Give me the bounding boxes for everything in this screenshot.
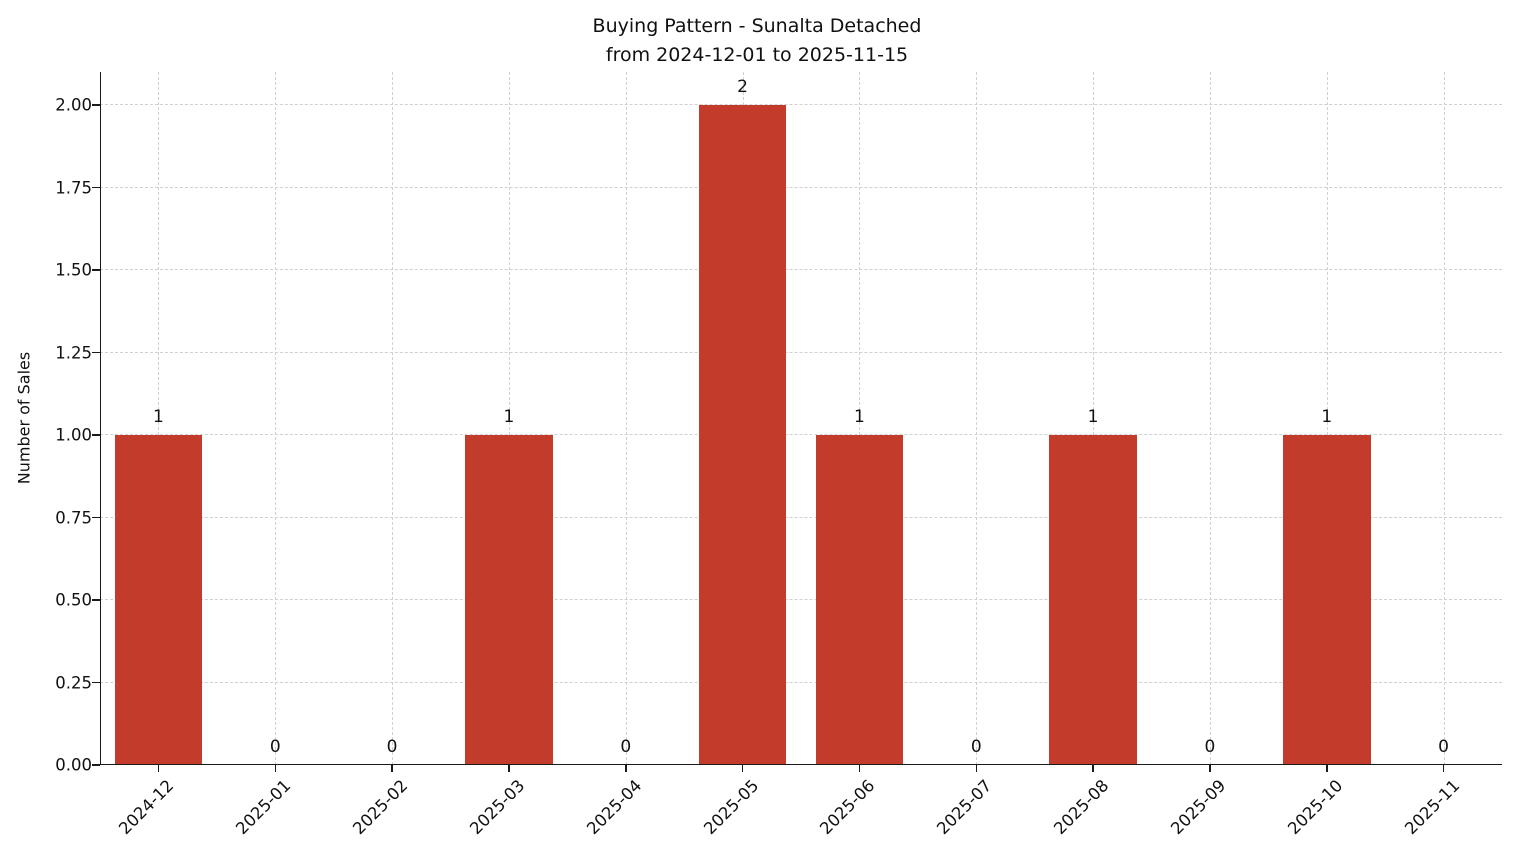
y-tick-mark — [92, 434, 100, 436]
gridline-vertical — [1326, 72, 1328, 765]
y-tick-label: 0.25 — [55, 673, 92, 692]
x-tick-mark — [975, 765, 977, 772]
chart-title-line-1: Buying Pattern - Sunalta Detached — [592, 15, 922, 37]
gridline-horizontal — [100, 351, 1502, 353]
x-tick-mark — [625, 765, 627, 772]
x-tick-label: 2025-07 — [933, 776, 996, 839]
x-tick-label: 2024-12 — [115, 776, 178, 839]
bar-value-label: 0 — [269, 737, 281, 757]
x-tick-label: 2025-04 — [582, 776, 646, 839]
x-tick-mark — [157, 765, 160, 772]
gridline-vertical — [1443, 72, 1445, 765]
x-tick-mark — [1442, 765, 1445, 772]
y-tick-mark — [92, 269, 100, 271]
y-tick-label: 0.00 — [55, 755, 92, 775]
x-tick-label: 2025-09 — [1167, 776, 1230, 839]
y-tick-mark — [92, 351, 100, 354]
y-tick-mark — [92, 764, 100, 766]
x-axis-line — [100, 764, 1502, 765]
x-tick-label: 2025-03 — [466, 776, 529, 839]
bar-value-label: 0 — [970, 737, 982, 757]
y-tick-mark — [92, 599, 100, 601]
x-tick-mark — [1092, 765, 1094, 772]
gridline-horizontal — [100, 516, 1502, 518]
x-tick-mark — [1326, 765, 1328, 772]
x-tick-label: 2025-01 — [232, 776, 295, 839]
gridline-vertical — [158, 72, 160, 765]
x-tick-mark — [858, 765, 861, 772]
x-tick-mark — [508, 765, 510, 772]
chart-title: Buying Pattern - Sunalta Detached from 2… — [0, 12, 1514, 71]
bar-value-label: 1 — [1087, 407, 1099, 427]
x-tick-label: 2025-05 — [699, 776, 763, 839]
y-tick-label: 1.75 — [55, 178, 92, 197]
chart-title-line-2: from 2024-12-01 to 2025-11-15 — [605, 44, 909, 67]
gridline-horizontal — [100, 681, 1502, 683]
y-tick-mark — [92, 516, 100, 519]
gridline-vertical — [976, 72, 978, 765]
x-tick-label: 2025-10 — [1283, 776, 1347, 839]
gridline-vertical — [275, 72, 277, 765]
x-tick-label: 2025-08 — [1050, 776, 1113, 839]
x-tick-mark — [1209, 765, 1211, 772]
bar-value-label: 0 — [620, 737, 632, 757]
bar-value-label: 0 — [1438, 737, 1449, 757]
gridline-horizontal — [100, 269, 1502, 270]
y-tick-mark — [92, 681, 100, 684]
gridline-horizontal — [100, 104, 1502, 105]
bar-value-label: 2 — [737, 77, 748, 97]
gridline-vertical — [859, 72, 861, 765]
gridline-horizontal — [100, 599, 1502, 600]
y-tick-mark — [92, 186, 100, 189]
x-tick-mark — [391, 765, 393, 772]
y-axis-line — [100, 72, 101, 765]
x-tick-label: 2025-02 — [349, 776, 412, 839]
gridline-vertical — [625, 72, 627, 765]
bar — [114, 435, 203, 765]
bar — [465, 435, 553, 765]
y-tick-label: 1.25 — [55, 343, 92, 362]
y-tick-label: 1.00 — [55, 425, 92, 445]
plot-area: 1 0 0 1 0 2 1 0 1 0 1 0 — [100, 72, 1502, 765]
bar-value-label: 0 — [1204, 737, 1216, 757]
bar — [698, 105, 787, 765]
x-tick-mark — [741, 765, 744, 772]
x-tick-mark — [274, 765, 276, 772]
y-tick-label: 0.75 — [55, 508, 92, 527]
y-tick-mark — [92, 104, 100, 106]
bar — [1049, 435, 1137, 765]
x-tick-label: 2025-06 — [816, 776, 879, 839]
x-tick-label: 2025-11 — [1400, 776, 1464, 839]
bar-value-label: 1 — [152, 407, 164, 427]
gridline-vertical — [1209, 72, 1211, 765]
gridline-horizontal — [100, 434, 1502, 435]
bar — [815, 435, 904, 765]
y-tick-label: 0.50 — [55, 590, 92, 610]
bar-value-label: 1 — [503, 407, 515, 427]
bar-value-label: 1 — [1321, 407, 1333, 427]
gridline-vertical — [1093, 72, 1095, 765]
y-tick-label: 1.50 — [55, 260, 92, 280]
gridline-horizontal — [100, 186, 1502, 188]
bar — [1282, 435, 1371, 765]
bar-value-label: 0 — [386, 737, 398, 757]
gridline-vertical — [392, 72, 394, 765]
y-tick-label: 2.00 — [55, 95, 92, 115]
bar-value-label: 1 — [853, 407, 865, 427]
y-axis-ticks: 0.00 0.25 0.50 0.75 1.00 1.25 1.50 1.75 2.00 — [0, 72, 92, 775]
gridline-vertical — [508, 72, 510, 765]
